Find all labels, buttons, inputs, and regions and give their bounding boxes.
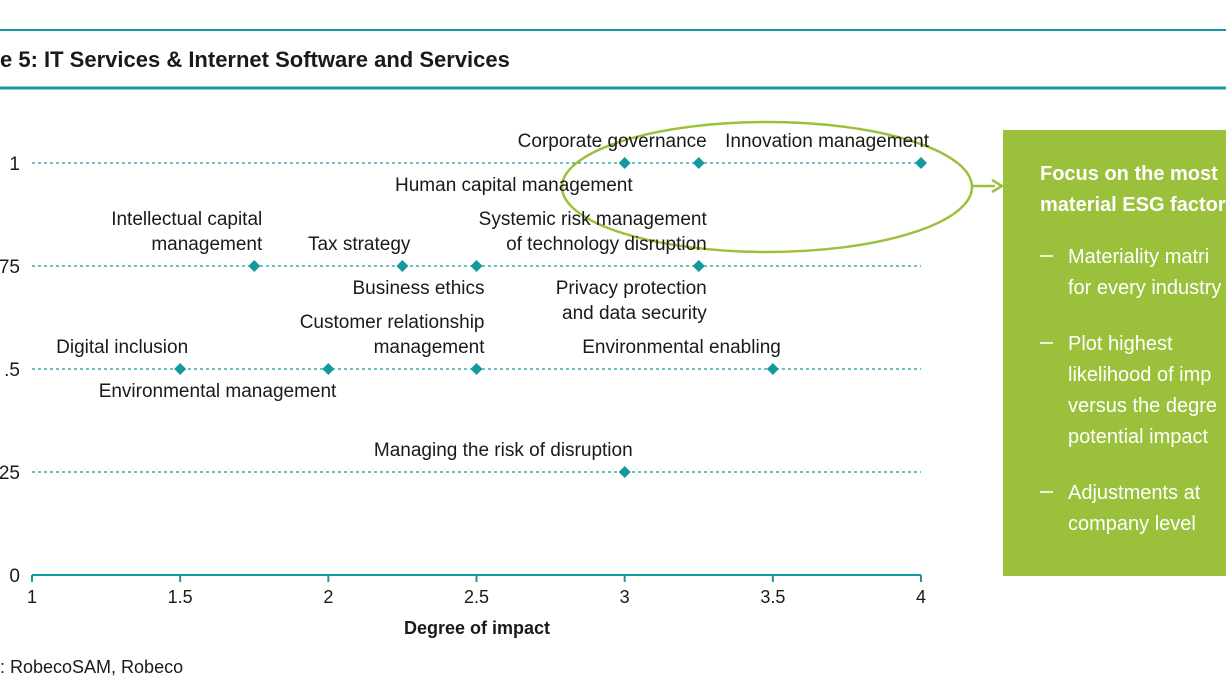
panel-bullet: potential impact (1068, 426, 1209, 448)
panel-bullet: Adjustments at (1068, 482, 1201, 504)
point-label: Business ethics (352, 278, 484, 299)
point (470, 260, 483, 272)
point-label: Environmental management (99, 381, 337, 402)
point-label: Managing the risk of disruption (374, 440, 633, 461)
panel-bullet: Plot highest (1068, 333, 1173, 355)
point-label: management (374, 337, 486, 358)
focus-panel (1003, 130, 1226, 576)
point-label: Corporate governance (518, 131, 707, 152)
x-tick-label: 2.5 (464, 587, 489, 607)
point (766, 363, 779, 375)
panel-bullet: Materiality matri (1068, 246, 1209, 268)
panel-bullet: for every industry (1068, 277, 1221, 299)
point-label: Customer relationship (300, 312, 485, 333)
panel-heading: Focus on the most (1040, 163, 1218, 185)
point-label: and data security (562, 303, 707, 324)
x-tick-label: 1 (27, 587, 37, 607)
chart-title: e 5: IT Services & Internet Software and… (0, 47, 510, 72)
point-label: Human capital management (395, 175, 633, 196)
source: : RobecoSAM, Robeco (0, 657, 183, 677)
point (618, 466, 631, 478)
point (915, 157, 927, 169)
x-tick-label: 3 (620, 587, 630, 607)
point (692, 157, 705, 169)
point (248, 260, 261, 272)
arrow-head (991, 178, 1005, 194)
y-tick-label: 0 (9, 566, 20, 587)
panel-bullet: versus the degre (1068, 395, 1217, 417)
panel-heading: material ESG factor (1040, 194, 1226, 216)
y-tick-label: 75 (0, 257, 20, 278)
x-tick-label: 3.5 (760, 587, 785, 607)
panel-bullet: likelihood of imp (1068, 364, 1211, 386)
point-label: Environmental enabling (582, 337, 781, 358)
point-label: Systemic risk management (479, 209, 708, 230)
x-tick-label: 1.5 (168, 587, 193, 607)
point-label: Innovation management (725, 131, 930, 152)
y-tick-label: 1 (9, 154, 20, 175)
point (396, 260, 409, 272)
point (470, 363, 483, 375)
y-tick-label: 25 (0, 463, 20, 484)
point-label: of technology disruption (506, 234, 707, 255)
point (618, 157, 631, 169)
point-label: Intellectual capital (111, 209, 262, 230)
y-tick-label: .5 (4, 360, 20, 381)
x-tick-label: 4 (916, 587, 926, 607)
x-tick-label: 2 (323, 587, 333, 607)
panel-bullet: company level (1068, 513, 1196, 535)
point-label: Privacy protection (556, 278, 707, 299)
point (174, 363, 187, 375)
point (322, 363, 335, 375)
point-label: Tax strategy (308, 234, 411, 255)
point-label: Digital inclusion (56, 337, 188, 358)
x-axis-label: Degree of impact (404, 618, 550, 638)
point (692, 260, 705, 272)
point-label: management (151, 234, 263, 255)
